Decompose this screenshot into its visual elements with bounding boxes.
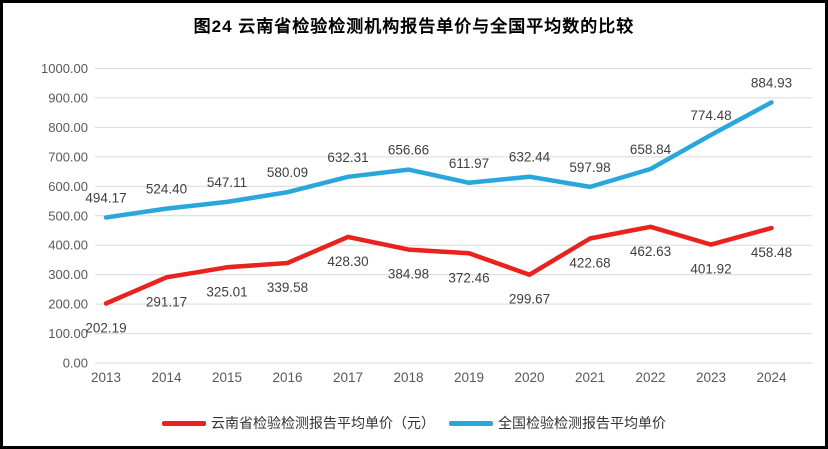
data-label: 597.98 [569,160,610,175]
y-axis-tick-label: 600.00 [48,179,88,194]
data-label: 656.66 [388,143,429,158]
y-axis-tick-label: 200.00 [48,297,88,312]
x-axis-tick-label: 2023 [696,370,726,385]
data-label: 339.58 [267,280,308,295]
x-axis-tick-label: 2015 [212,370,242,385]
x-axis-tick-label: 2017 [333,370,363,385]
y-axis-tick-label: 800.00 [48,120,88,135]
data-label: 774.48 [690,108,731,123]
data-label: 372.46 [448,270,489,285]
data-label: 384.98 [388,267,429,282]
x-axis-tick-label: 2016 [272,370,302,385]
data-label: 401.92 [690,262,731,277]
blue-line-swatch [449,420,493,426]
y-axis-tick-label: 0.00 [63,356,88,371]
x-axis-tick-label: 2019 [454,370,484,385]
line-chart-plot: 0.00 100.00 200.00 300.00 400.00 500.00 600.00… [41,61,812,385]
x-axis-tick-label: 2013 [91,370,121,385]
data-label: 632.44 [509,150,551,165]
data-label: 325.01 [206,284,247,299]
data-label: 422.68 [569,256,610,271]
x-axis-tick-label: 2021 [575,370,605,385]
series-line [103,224,774,306]
legend-item-national: 全国检验检测报告平均单价 [449,413,666,433]
data-label: 462.63 [630,244,671,259]
data-label: 291.17 [146,294,187,309]
data-label: 524.40 [146,182,187,197]
x-axis-tick-label: 2018 [393,370,423,385]
x-axis-tick-label: 2022 [635,370,665,385]
data-label: 884.93 [751,75,792,90]
x-axis-tick-label: 2024 [756,370,787,385]
data-label: 547.11 [207,175,247,190]
data-label: 458.48 [751,245,792,260]
chart-legend: 云南省检验检测报告平均单价（元） 全国检验检测报告平均单价 [3,413,825,433]
chart-title: 图24 云南省检验检测机构报告单价与全国平均数的比较 [193,17,635,36]
y-axis-tick-label: 700.00 [48,149,88,164]
data-label: 299.67 [509,292,550,307]
data-label: 202.19 [85,321,126,336]
series-line [103,100,774,220]
legend-label-national: 全国检验检测报告平均单价 [498,415,666,431]
y-axis-tick-label: 400.00 [48,238,88,253]
legend-item-yunnan: 云南省检验检测报告平均单价（元） [162,413,435,433]
y-axis-tick-label: 1000.00 [41,61,88,76]
x-axis-tick-label: 2020 [514,370,544,385]
y-axis-tick-label: 300.00 [48,267,88,282]
red-line-swatch [162,420,206,426]
y-axis-tick-label: 900.00 [48,90,88,105]
data-label: 580.09 [267,165,308,180]
data-label: 494.17 [85,191,126,206]
legend-label-yunnan: 云南省检验检测报告平均单价（元） [211,415,435,431]
x-axis-tick-label: 2014 [151,370,182,385]
y-axis-tick-label: 100.00 [48,326,88,341]
data-label: 658.84 [630,142,672,157]
y-axis-tick-label: 500.00 [48,208,88,223]
data-label: 428.30 [327,254,368,269]
data-label: 611.97 [449,156,489,171]
data-label: 632.31 [327,150,368,165]
